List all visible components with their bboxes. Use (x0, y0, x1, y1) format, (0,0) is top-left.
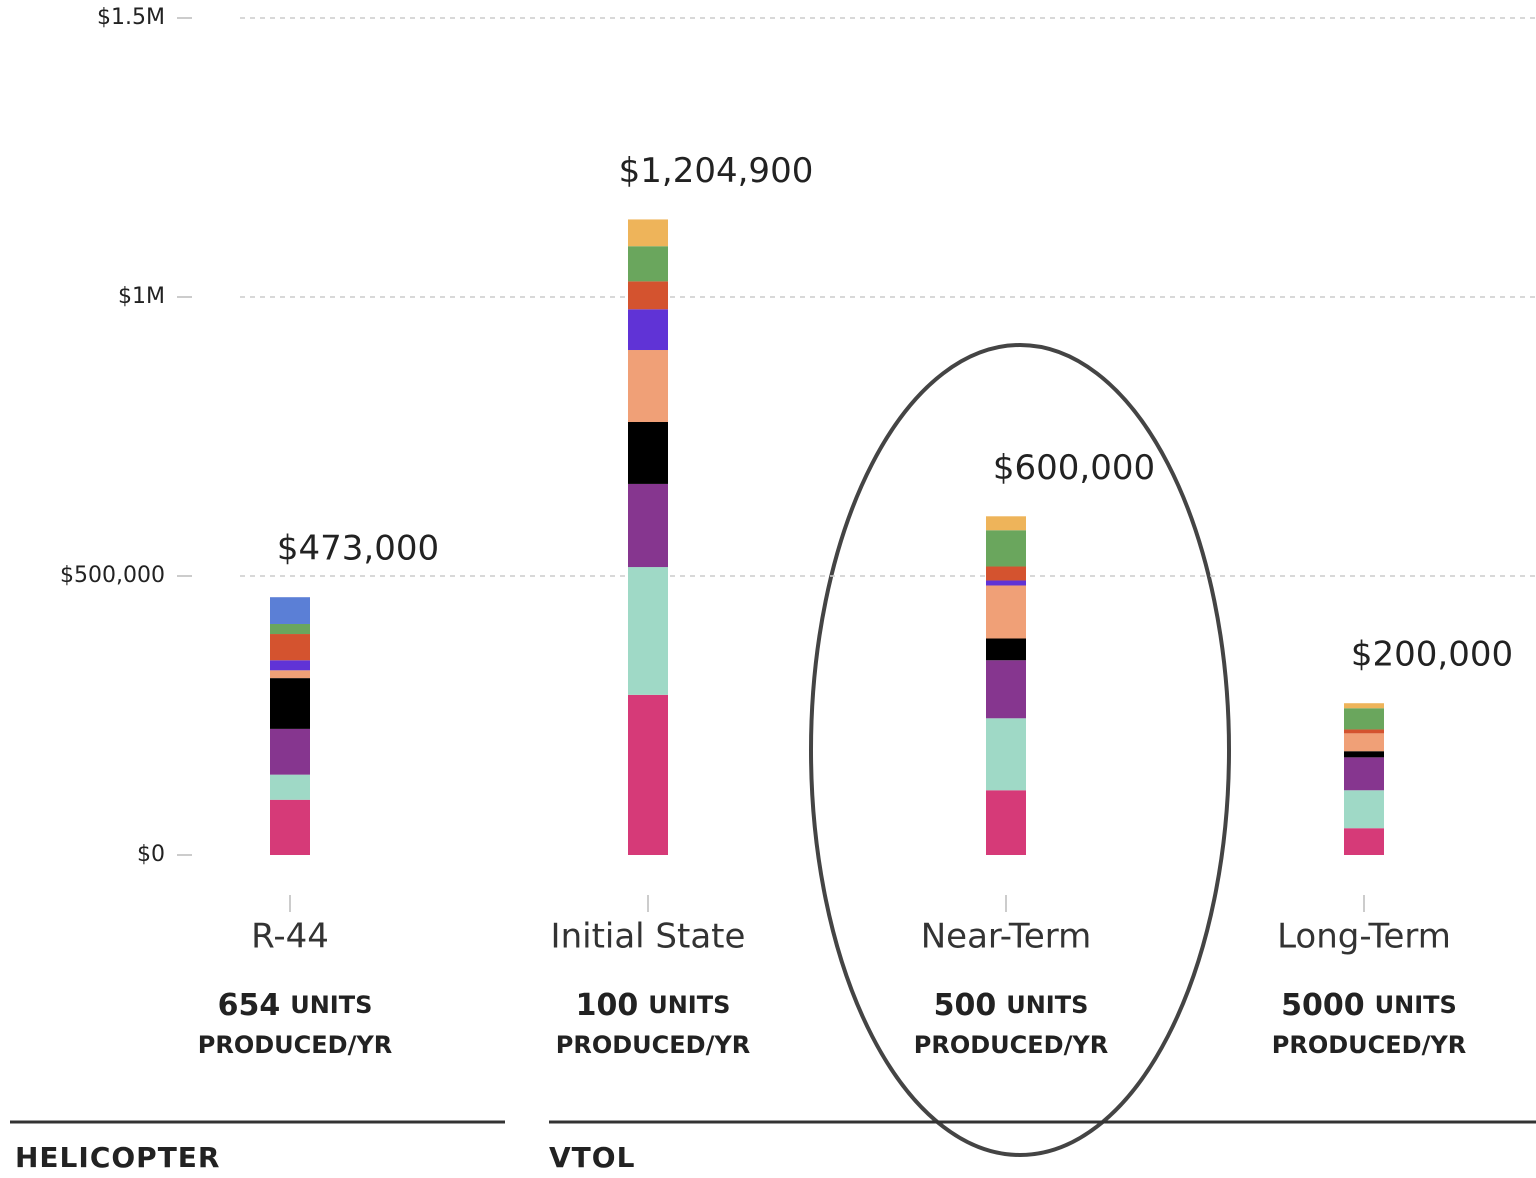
bar-segment (1344, 729, 1384, 734)
bar-segment (986, 580, 1026, 586)
bar-segment (270, 634, 310, 661)
bar-segment (628, 350, 668, 422)
total-label: $1,204,900 (619, 151, 814, 191)
bar-segment (986, 718, 1026, 791)
units-word: UNITS (648, 991, 730, 1019)
bar-segment (270, 623, 310, 635)
produced-label: PRODUCED/YR (1272, 1031, 1466, 1059)
units-count: 654 (218, 988, 281, 1023)
x-tick-label: Near-Term (921, 917, 1092, 957)
bar-segment (986, 566, 1026, 581)
bar-segment (1344, 708, 1384, 730)
bar-segment (1344, 757, 1384, 791)
units-label: 100 UNITS (576, 988, 731, 1023)
bar-segment (628, 483, 668, 568)
produced-label: PRODUCED/YR (556, 1031, 750, 1059)
highlight-ellipse (809, 343, 1231, 1157)
bar-segment (628, 567, 668, 695)
units-label: 654 UNITS (218, 988, 373, 1023)
bar-segment (986, 790, 1026, 855)
bar-segment (270, 774, 310, 800)
bar-segment (270, 799, 310, 855)
total-label: $200,000 (1351, 635, 1513, 675)
bar-segment (270, 670, 310, 679)
x-tick-label: Initial State (551, 917, 746, 957)
units-label: 500 UNITS (934, 988, 1089, 1023)
total-label: $473,000 (277, 529, 439, 569)
units-count: 5000 (1281, 988, 1365, 1023)
produced-label: PRODUCED/YR (914, 1031, 1108, 1059)
units-count: 500 (934, 988, 997, 1023)
units-count: 100 (576, 988, 639, 1023)
bar-segment (986, 585, 1026, 639)
bar-segment (628, 309, 668, 351)
bar-segment (986, 516, 1026, 531)
bar-segment (270, 660, 310, 671)
produced-label: PRODUCED/YR (198, 1031, 392, 1059)
bar-segment (1344, 733, 1384, 752)
y-tick-label: $1M (118, 284, 165, 309)
bar-segment (986, 660, 1026, 719)
units-word: UNITS (290, 991, 372, 1019)
bar-segment (986, 638, 1026, 661)
bar-segment (1344, 703, 1384, 709)
bar-segment (628, 421, 668, 484)
bar-segment (628, 281, 668, 310)
bar-segment (628, 219, 668, 247)
y-tick-label: $0 (137, 842, 165, 867)
y-tick-label: $500,000 (60, 563, 165, 588)
units-word: UNITS (1006, 991, 1088, 1019)
bar-segment (628, 694, 668, 855)
total-label: $600,000 (993, 448, 1155, 488)
bar-segment (1344, 751, 1384, 758)
units-word: UNITS (1375, 991, 1457, 1019)
group-label: VTOL (549, 1141, 635, 1174)
bar-segment (270, 597, 310, 624)
units-label: 5000 UNITS (1281, 988, 1457, 1023)
bar-segment (628, 246, 668, 282)
x-tick-label: R-44 (251, 917, 329, 957)
y-tick-label: $1.5M (97, 5, 165, 30)
bar-segment (270, 678, 310, 729)
x-tick-label: Long-Term (1277, 917, 1451, 957)
bar-segment (270, 728, 310, 775)
bar-segment (1344, 828, 1384, 855)
bar-segment (986, 530, 1026, 567)
group-label: HELICOPTER (15, 1141, 220, 1174)
bar-segment (1344, 790, 1384, 829)
